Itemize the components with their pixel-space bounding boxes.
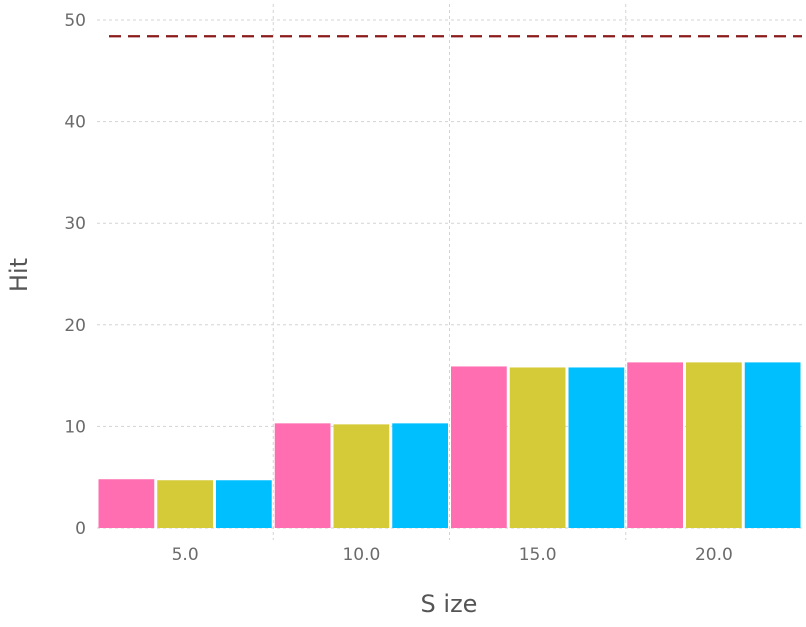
x-tick-label: 15.0 (519, 545, 557, 565)
y-axis-ticks: 0 10 20 30 40 50 (64, 11, 86, 539)
grid-lines (97, 4, 802, 540)
y-axis-title: Hit (5, 258, 33, 292)
bar (274, 423, 331, 528)
x-tick-label: 20.0 (695, 545, 733, 565)
bars (98, 362, 801, 528)
bar (157, 480, 213, 528)
bar (686, 362, 742, 528)
bar (216, 480, 272, 528)
y-tick-label: 40 (64, 113, 86, 133)
bar (98, 479, 155, 528)
x-axis-title: S ize (421, 590, 478, 618)
x-axis-ticks: 5.0 10.0 15.0 20.0 (172, 545, 733, 565)
y-tick-label: 50 (64, 11, 86, 31)
bar (333, 424, 390, 528)
y-tick-label: 0 (75, 519, 86, 539)
bar (744, 362, 801, 528)
bar (392, 423, 448, 528)
y-tick-label: 20 (64, 316, 86, 336)
y-tick-label: 30 (64, 214, 86, 234)
bar (451, 366, 507, 528)
y-tick-label: 10 (64, 417, 86, 437)
x-tick-label: 10.0 (342, 545, 380, 565)
bar (627, 362, 683, 528)
bar (568, 367, 625, 528)
x-tick-label: 5.0 (172, 545, 199, 565)
bar (509, 367, 566, 528)
